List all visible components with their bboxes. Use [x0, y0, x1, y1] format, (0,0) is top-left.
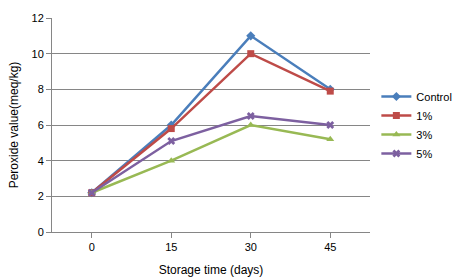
- svg-text:2: 2: [38, 190, 44, 202]
- svg-text:12: 12: [32, 12, 44, 24]
- svg-text:15: 15: [165, 241, 177, 253]
- svg-text:4: 4: [38, 155, 44, 167]
- svg-text:1%: 1%: [416, 110, 432, 122]
- svg-text:Control: Control: [416, 91, 451, 103]
- svg-text:Storage time (days): Storage time (days): [159, 263, 264, 277]
- svg-text:5%: 5%: [416, 148, 432, 160]
- svg-text:6: 6: [38, 119, 44, 131]
- svg-text:30: 30: [245, 241, 257, 253]
- svg-text:0: 0: [38, 226, 44, 238]
- svg-text:Peroxide value(meq/kg): Peroxide value(meq/kg): [7, 62, 21, 189]
- svg-text:0: 0: [89, 241, 95, 253]
- svg-text:45: 45: [324, 241, 336, 253]
- svg-text:3%: 3%: [416, 129, 432, 141]
- svg-text:8: 8: [38, 83, 44, 95]
- svg-text:10: 10: [32, 48, 44, 60]
